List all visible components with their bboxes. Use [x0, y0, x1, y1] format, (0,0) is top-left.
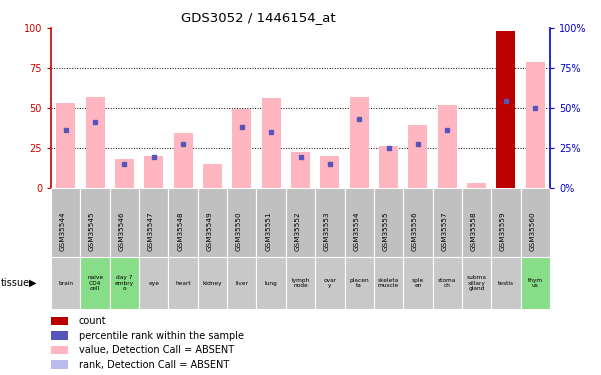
Bar	[403, 188, 433, 257]
Text: percentile rank within the sample: percentile rank within the sample	[79, 330, 243, 340]
Bar	[81, 188, 110, 257]
Bar	[51, 360, 68, 369]
Bar	[315, 257, 344, 309]
Bar	[462, 257, 491, 309]
Text: GSM35555: GSM35555	[382, 212, 388, 251]
Text: eye: eye	[148, 280, 159, 286]
Text: tissue: tissue	[1, 278, 30, 288]
Bar	[261, 98, 281, 188]
Text: GSM35557: GSM35557	[441, 212, 447, 251]
Bar	[81, 257, 110, 309]
Text: GSM35549: GSM35549	[207, 212, 213, 251]
Bar	[403, 257, 433, 309]
Bar	[168, 257, 198, 309]
Text: brain: brain	[58, 280, 73, 286]
Bar	[433, 257, 462, 309]
Text: sple
en: sple en	[412, 278, 424, 288]
Text: GDS3052 / 1446154_at: GDS3052 / 1446154_at	[181, 11, 336, 24]
Text: rank, Detection Call = ABSENT: rank, Detection Call = ABSENT	[79, 360, 229, 370]
Text: stoma
ch: stoma ch	[438, 278, 456, 288]
Bar	[139, 188, 168, 257]
Bar	[433, 188, 462, 257]
Bar	[198, 188, 227, 257]
Bar	[286, 188, 315, 257]
Bar	[344, 257, 374, 309]
Bar	[379, 146, 398, 188]
Text: subma
xillary
gland: subma xillary gland	[466, 275, 487, 291]
Bar	[115, 159, 134, 188]
Bar	[291, 152, 310, 188]
Bar	[350, 97, 369, 188]
Bar	[320, 156, 340, 188]
Text: GSM35554: GSM35554	[353, 212, 359, 251]
Bar	[51, 257, 81, 309]
Text: GSM35552: GSM35552	[294, 212, 300, 251]
Bar	[520, 188, 550, 257]
Bar	[110, 188, 139, 257]
Bar	[168, 188, 198, 257]
Text: GSM35559: GSM35559	[500, 212, 506, 251]
Bar	[438, 105, 457, 188]
Text: thym
us: thym us	[528, 278, 543, 288]
Bar	[144, 156, 163, 188]
Bar	[408, 125, 427, 188]
Bar	[257, 257, 286, 309]
Bar	[520, 257, 550, 309]
Text: value, Detection Call = ABSENT: value, Detection Call = ABSENT	[79, 345, 234, 355]
Bar	[315, 188, 344, 257]
Bar	[467, 183, 486, 188]
Text: kidney: kidney	[203, 280, 222, 286]
Bar	[110, 257, 139, 309]
Bar	[174, 134, 193, 188]
Bar	[56, 103, 75, 188]
Bar	[286, 257, 315, 309]
Bar	[51, 316, 68, 326]
Text: GSM35548: GSM35548	[177, 212, 183, 251]
Bar	[232, 110, 251, 188]
Bar	[203, 164, 222, 188]
Bar	[462, 188, 491, 257]
Text: placen
ta: placen ta	[349, 278, 369, 288]
Text: GSM35553: GSM35553	[324, 212, 330, 251]
Text: count: count	[79, 316, 106, 326]
Bar	[51, 346, 68, 354]
Text: GSM35560: GSM35560	[529, 212, 535, 251]
Bar	[198, 257, 227, 309]
Text: GSM35547: GSM35547	[148, 212, 154, 251]
Text: heart: heart	[175, 280, 191, 286]
Bar	[344, 188, 374, 257]
Text: GSM35558: GSM35558	[471, 212, 477, 251]
Text: skeleta
muscle: skeleta muscle	[378, 278, 399, 288]
Text: lung: lung	[265, 280, 278, 286]
Text: GSM35544: GSM35544	[59, 212, 66, 251]
Text: liver: liver	[236, 280, 248, 286]
Text: GSM35546: GSM35546	[118, 212, 124, 251]
Text: GSM35551: GSM35551	[265, 212, 271, 251]
Text: ovar
y: ovar y	[323, 278, 337, 288]
Bar	[51, 331, 68, 340]
Bar	[374, 188, 403, 257]
Text: testis: testis	[498, 280, 514, 286]
Bar	[257, 188, 286, 257]
Bar	[491, 257, 520, 309]
Bar	[496, 32, 516, 188]
Text: day 7
embry
o: day 7 embry o	[115, 275, 134, 291]
Bar	[227, 188, 257, 257]
Text: ▶: ▶	[29, 278, 36, 288]
Text: lymph
node: lymph node	[291, 278, 310, 288]
Bar	[526, 62, 545, 188]
Bar	[491, 188, 520, 257]
Bar	[51, 188, 81, 257]
Bar	[139, 257, 168, 309]
Bar	[374, 257, 403, 309]
Text: GSM35556: GSM35556	[412, 212, 418, 251]
Bar	[227, 257, 257, 309]
Bar	[85, 97, 105, 188]
Text: GSM35550: GSM35550	[236, 212, 242, 251]
Text: GSM35545: GSM35545	[89, 212, 95, 251]
Text: naive
CD4
cell: naive CD4 cell	[87, 275, 103, 291]
